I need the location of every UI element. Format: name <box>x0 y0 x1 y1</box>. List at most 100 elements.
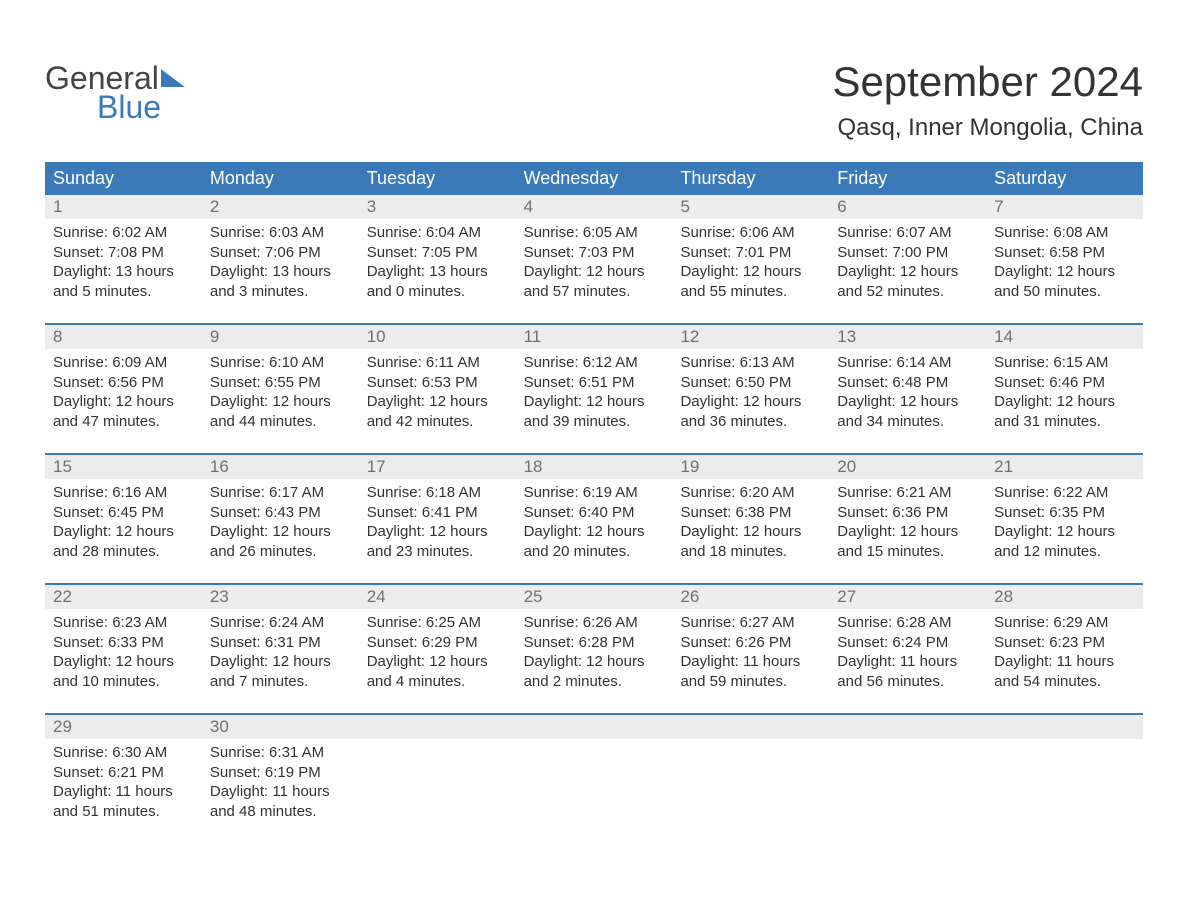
sunrise-text: Sunrise: 6:25 AM <box>367 613 508 633</box>
day-cell: 18Sunrise: 6:19 AMSunset: 6:40 PMDayligh… <box>516 455 673 583</box>
day1-text: Daylight: 11 hours <box>210 782 351 802</box>
sunset-text: Sunset: 6:24 PM <box>837 633 978 653</box>
day-number: 26 <box>672 585 829 609</box>
day-number: 30 <box>202 715 359 739</box>
day1-text: Daylight: 12 hours <box>210 392 351 412</box>
sunset-text: Sunset: 6:41 PM <box>367 503 508 523</box>
sunrise-text: Sunrise: 6:23 AM <box>53 613 194 633</box>
day-cell: 20Sunrise: 6:21 AMSunset: 6:36 PMDayligh… <box>829 455 986 583</box>
day1-text: Daylight: 12 hours <box>53 522 194 542</box>
daynum-row: 20 <box>829 455 986 479</box>
daynum-row: 9 <box>202 325 359 349</box>
sunset-text: Sunset: 6:45 PM <box>53 503 194 523</box>
sunset-text: Sunset: 6:58 PM <box>994 243 1135 263</box>
day-body: Sunrise: 6:12 AMSunset: 6:51 PMDaylight:… <box>516 349 673 439</box>
sunrise-text: Sunrise: 6:02 AM <box>53 223 194 243</box>
day2-text: and 52 minutes. <box>837 282 978 302</box>
day2-text: and 20 minutes. <box>524 542 665 562</box>
day-number: 6 <box>829 195 986 219</box>
sunset-text: Sunset: 6:46 PM <box>994 373 1135 393</box>
sunrise-text: Sunrise: 6:18 AM <box>367 483 508 503</box>
day-number: 5 <box>672 195 829 219</box>
sunrise-text: Sunrise: 6:13 AM <box>680 353 821 373</box>
day-number: 1 <box>45 195 202 219</box>
day2-text: and 2 minutes. <box>524 672 665 692</box>
empty-daynum-bg <box>672 715 829 739</box>
day-body: Sunrise: 6:16 AMSunset: 6:45 PMDaylight:… <box>45 479 202 569</box>
day1-text: Daylight: 12 hours <box>994 522 1135 542</box>
day-body: Sunrise: 6:19 AMSunset: 6:40 PMDaylight:… <box>516 479 673 569</box>
day2-text: and 23 minutes. <box>367 542 508 562</box>
sunrise-text: Sunrise: 6:26 AM <box>524 613 665 633</box>
title-block: September 2024 Qasq, Inner Mongolia, Chi… <box>832 20 1143 142</box>
week-row: 29Sunrise: 6:30 AMSunset: 6:21 PMDayligh… <box>45 713 1143 843</box>
empty-daynum-bg <box>986 715 1143 739</box>
sunrise-text: Sunrise: 6:22 AM <box>994 483 1135 503</box>
day-header: Thursday <box>672 162 829 195</box>
daynum-row: 11 <box>516 325 673 349</box>
daynum-row: 28 <box>986 585 1143 609</box>
daynum-row: 7 <box>986 195 1143 219</box>
day-number: 29 <box>45 715 202 739</box>
sunset-text: Sunset: 6:29 PM <box>367 633 508 653</box>
empty-day-cell <box>359 715 516 843</box>
day-body: Sunrise: 6:15 AMSunset: 6:46 PMDaylight:… <box>986 349 1143 439</box>
sunset-text: Sunset: 6:43 PM <box>210 503 351 523</box>
day-body: Sunrise: 6:28 AMSunset: 6:24 PMDaylight:… <box>829 609 986 699</box>
daynum-row: 13 <box>829 325 986 349</box>
day1-text: Daylight: 13 hours <box>210 262 351 282</box>
daynum-row: 19 <box>672 455 829 479</box>
day-number: 24 <box>359 585 516 609</box>
day1-text: Daylight: 12 hours <box>524 262 665 282</box>
day-header: Wednesday <box>516 162 673 195</box>
day-number: 18 <box>516 455 673 479</box>
empty-day-cell <box>829 715 986 843</box>
day-body: Sunrise: 6:17 AMSunset: 6:43 PMDaylight:… <box>202 479 359 569</box>
day2-text: and 42 minutes. <box>367 412 508 432</box>
week-row: 22Sunrise: 6:23 AMSunset: 6:33 PMDayligh… <box>45 583 1143 713</box>
day1-text: Daylight: 12 hours <box>524 392 665 412</box>
daynum-row: 14 <box>986 325 1143 349</box>
day-header: Tuesday <box>359 162 516 195</box>
day-cell: 25Sunrise: 6:26 AMSunset: 6:28 PMDayligh… <box>516 585 673 713</box>
day-cell: 27Sunrise: 6:28 AMSunset: 6:24 PMDayligh… <box>829 585 986 713</box>
day-number: 9 <box>202 325 359 349</box>
sunrise-text: Sunrise: 6:06 AM <box>680 223 821 243</box>
sunrise-text: Sunrise: 6:24 AM <box>210 613 351 633</box>
location-label: Qasq, Inner Mongolia, China <box>832 114 1143 142</box>
day-number: 15 <box>45 455 202 479</box>
sunset-text: Sunset: 6:51 PM <box>524 373 665 393</box>
page-title: September 2024 <box>832 58 1143 106</box>
day-body: Sunrise: 6:26 AMSunset: 6:28 PMDaylight:… <box>516 609 673 699</box>
day-body: Sunrise: 6:30 AMSunset: 6:21 PMDaylight:… <box>45 739 202 829</box>
sunset-text: Sunset: 6:35 PM <box>994 503 1135 523</box>
day-header-row: SundayMondayTuesdayWednesdayThursdayFrid… <box>45 162 1143 195</box>
day-body: Sunrise: 6:21 AMSunset: 6:36 PMDaylight:… <box>829 479 986 569</box>
day2-text: and 57 minutes. <box>524 282 665 302</box>
day-cell: 9Sunrise: 6:10 AMSunset: 6:55 PMDaylight… <box>202 325 359 453</box>
day-header: Sunday <box>45 162 202 195</box>
sunrise-text: Sunrise: 6:05 AM <box>524 223 665 243</box>
day-number: 3 <box>359 195 516 219</box>
day-body: Sunrise: 6:04 AMSunset: 7:05 PMDaylight:… <box>359 219 516 309</box>
sunset-text: Sunset: 6:33 PM <box>53 633 194 653</box>
sunrise-text: Sunrise: 6:30 AM <box>53 743 194 763</box>
sunset-text: Sunset: 6:31 PM <box>210 633 351 653</box>
day1-text: Daylight: 12 hours <box>210 652 351 672</box>
day-cell: 23 Sunrise: 6:24 AMSunset: 6:31 PMDayligh… <box>202 585 359 713</box>
day-cell: 7Sunrise: 6:08 AMSunset: 6:58 PMDaylight… <box>986 195 1143 323</box>
sunset-text: Sunset: 7:03 PM <box>524 243 665 263</box>
day2-text: and 56 minutes. <box>837 672 978 692</box>
day1-text: Daylight: 12 hours <box>680 392 821 412</box>
sunset-text: Sunset: 6:28 PM <box>524 633 665 653</box>
sunset-text: Sunset: 7:01 PM <box>680 243 821 263</box>
empty-daynum-bg <box>359 715 516 739</box>
sunset-text: Sunset: 6:48 PM <box>837 373 978 393</box>
day-number: 23 <box>202 585 359 609</box>
day2-text: and 12 minutes. <box>994 542 1135 562</box>
daynum-row: 4 <box>516 195 673 219</box>
day1-text: Daylight: 12 hours <box>524 522 665 542</box>
day-number: 10 <box>359 325 516 349</box>
day2-text: and 7 minutes. <box>210 672 351 692</box>
day2-text: and 50 minutes. <box>994 282 1135 302</box>
